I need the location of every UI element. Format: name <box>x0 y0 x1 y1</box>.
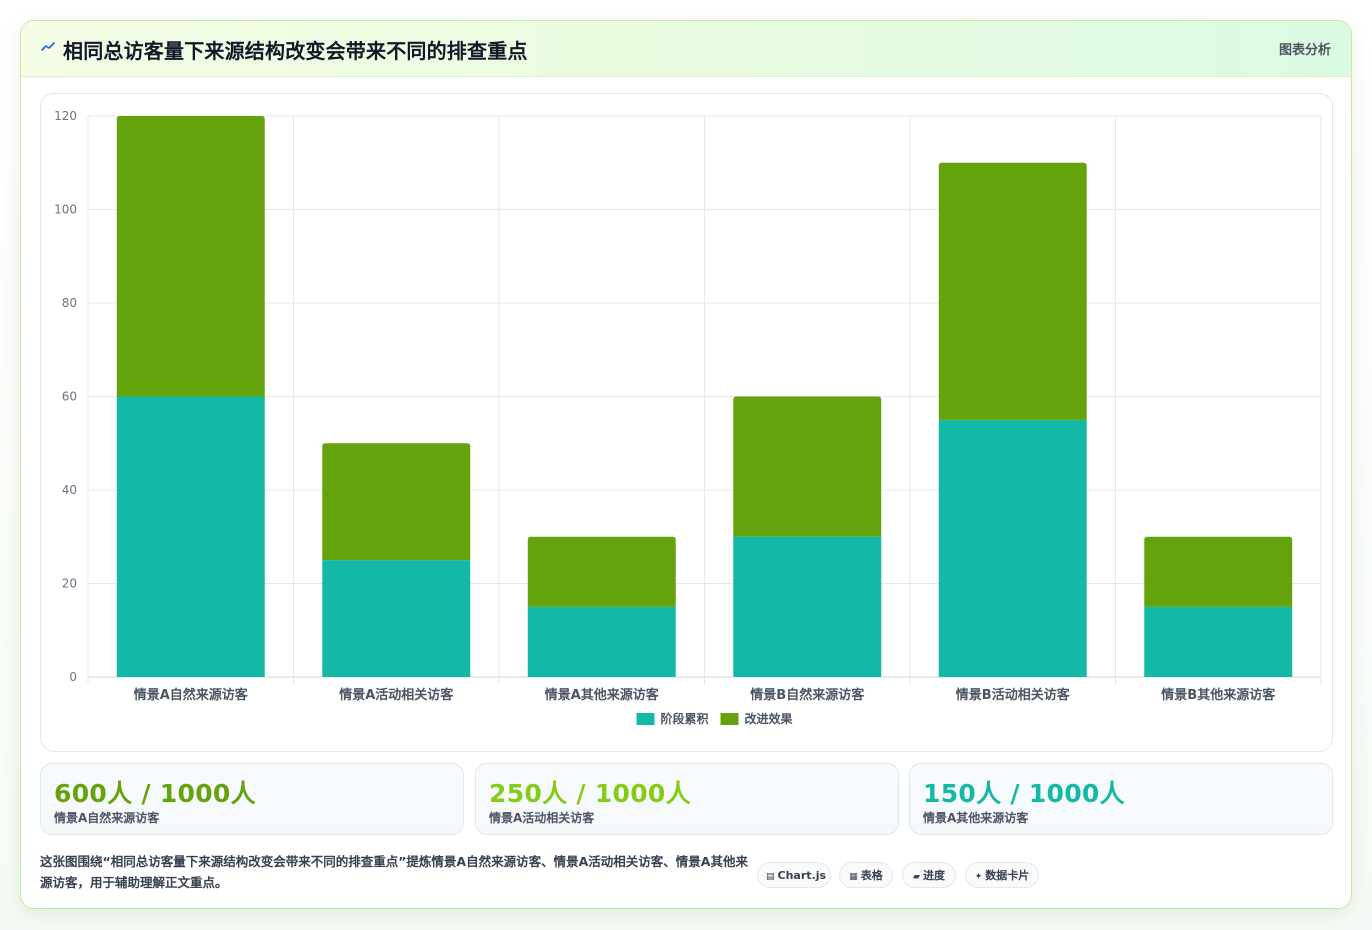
chip-label: 表格 <box>860 869 883 882</box>
sparkle-icon: ✦ <box>974 872 983 882</box>
legend-swatch <box>636 713 655 725</box>
y-tick-label: 60 <box>62 390 77 404</box>
table-icon: ▦ <box>849 872 858 882</box>
y-tick-label: 0 <box>69 670 77 684</box>
stat-card-2: 250人 / 1000人 情景A活动相关访客 <box>475 763 899 835</box>
bar-segment <box>116 116 265 397</box>
y-tick-label: 20 <box>62 577 77 591</box>
chip-label: 数据卡片 <box>985 869 1030 882</box>
chart-analysis-link[interactable]: 图表分析 <box>1278 43 1331 58</box>
bar-segment <box>938 419 1087 677</box>
stat-label: 情景A其他来源访客 <box>923 811 1029 825</box>
bar-segment <box>938 162 1087 420</box>
chip-label: Chart.js <box>777 869 827 882</box>
stat-value: 150人 / 1000人 <box>923 779 1125 808</box>
progress-icon: ▰ <box>913 872 920 882</box>
x-tick-label: 情景A自然来源访客 <box>134 687 249 703</box>
bar-segment <box>527 536 676 607</box>
y-tick-label: 40 <box>62 483 77 497</box>
chart-footnote: 这张图围绕“相同总访客量下来源结构改变会带来不同的排查重点”提炼情景A自然来源访… <box>40 854 748 890</box>
bar-segment <box>527 606 676 677</box>
x-tick-label: 情景B其他来源访客 <box>1161 687 1276 703</box>
stat-card-1: 600人 / 1000人 情景A自然来源访客 <box>40 763 464 835</box>
legend-label: 阶段累积 <box>661 711 709 726</box>
trend-icon <box>41 42 55 51</box>
chip-data-card[interactable]: ✦ 数据卡片 <box>965 862 1039 888</box>
bar-segment <box>733 396 882 537</box>
legend-label: 改进效果 <box>745 711 793 726</box>
chip-table[interactable]: ▦ 表格 <box>839 862 893 888</box>
bar-segment <box>322 560 471 677</box>
stat-card-3: 150人 / 1000人 情景A其他来源访客 <box>909 763 1333 835</box>
chart-card: 相同总访客量下来源结构改变会带来不同的排查重点 图表分析 0 20 40 60 80 10… <box>20 20 1352 909</box>
bar-segment <box>322 443 471 561</box>
chip-chartjs[interactable]: ▤ Chart.js <box>757 862 831 888</box>
card-header: 相同总访客量下来源结构改变会带来不同的排查重点 图表分析 <box>21 21 1351 77</box>
chip-progress[interactable]: ▰ 进度 <box>902 862 956 888</box>
y-tick-label: 100 <box>54 203 77 217</box>
bar-segment <box>1144 606 1293 677</box>
chart-panel: 0 20 40 60 80 100 120 情景A自然来源访客 情景A活动相关访客 情景A其他来源… <box>40 93 1333 752</box>
y-tick-label: 80 <box>62 296 77 310</box>
stat-value: 250人 / 1000人 <box>489 779 691 808</box>
bar-segment <box>733 536 882 677</box>
stat-label: 情景A活动相关访客 <box>489 811 595 825</box>
page-title: 相同总访客量下来源结构改变会带来不同的排查重点 <box>63 39 528 63</box>
x-tick-label: 情景A活动相关访客 <box>339 687 454 703</box>
stat-label: 情景A自然来源访客 <box>54 811 160 825</box>
bar-segment <box>116 396 265 677</box>
y-tick-label: 120 <box>54 109 77 123</box>
chip-label: 进度 <box>922 869 945 882</box>
stat-value: 600人 / 1000人 <box>54 779 256 808</box>
chart-icon: ▤ <box>766 872 775 882</box>
stacked-bar-chart: 0 20 40 60 80 100 120 情景A自然来源访客 情景A活动相关访客 情景A其他来源… <box>54 109 1322 726</box>
legend-swatch <box>720 713 739 725</box>
bar-segment <box>1144 536 1293 607</box>
x-tick-label: 情景B自然来源访客 <box>750 687 865 703</box>
x-tick-label: 情景B活动相关访客 <box>956 687 1071 703</box>
x-tick-label: 情景A其他来源访客 <box>545 687 660 703</box>
